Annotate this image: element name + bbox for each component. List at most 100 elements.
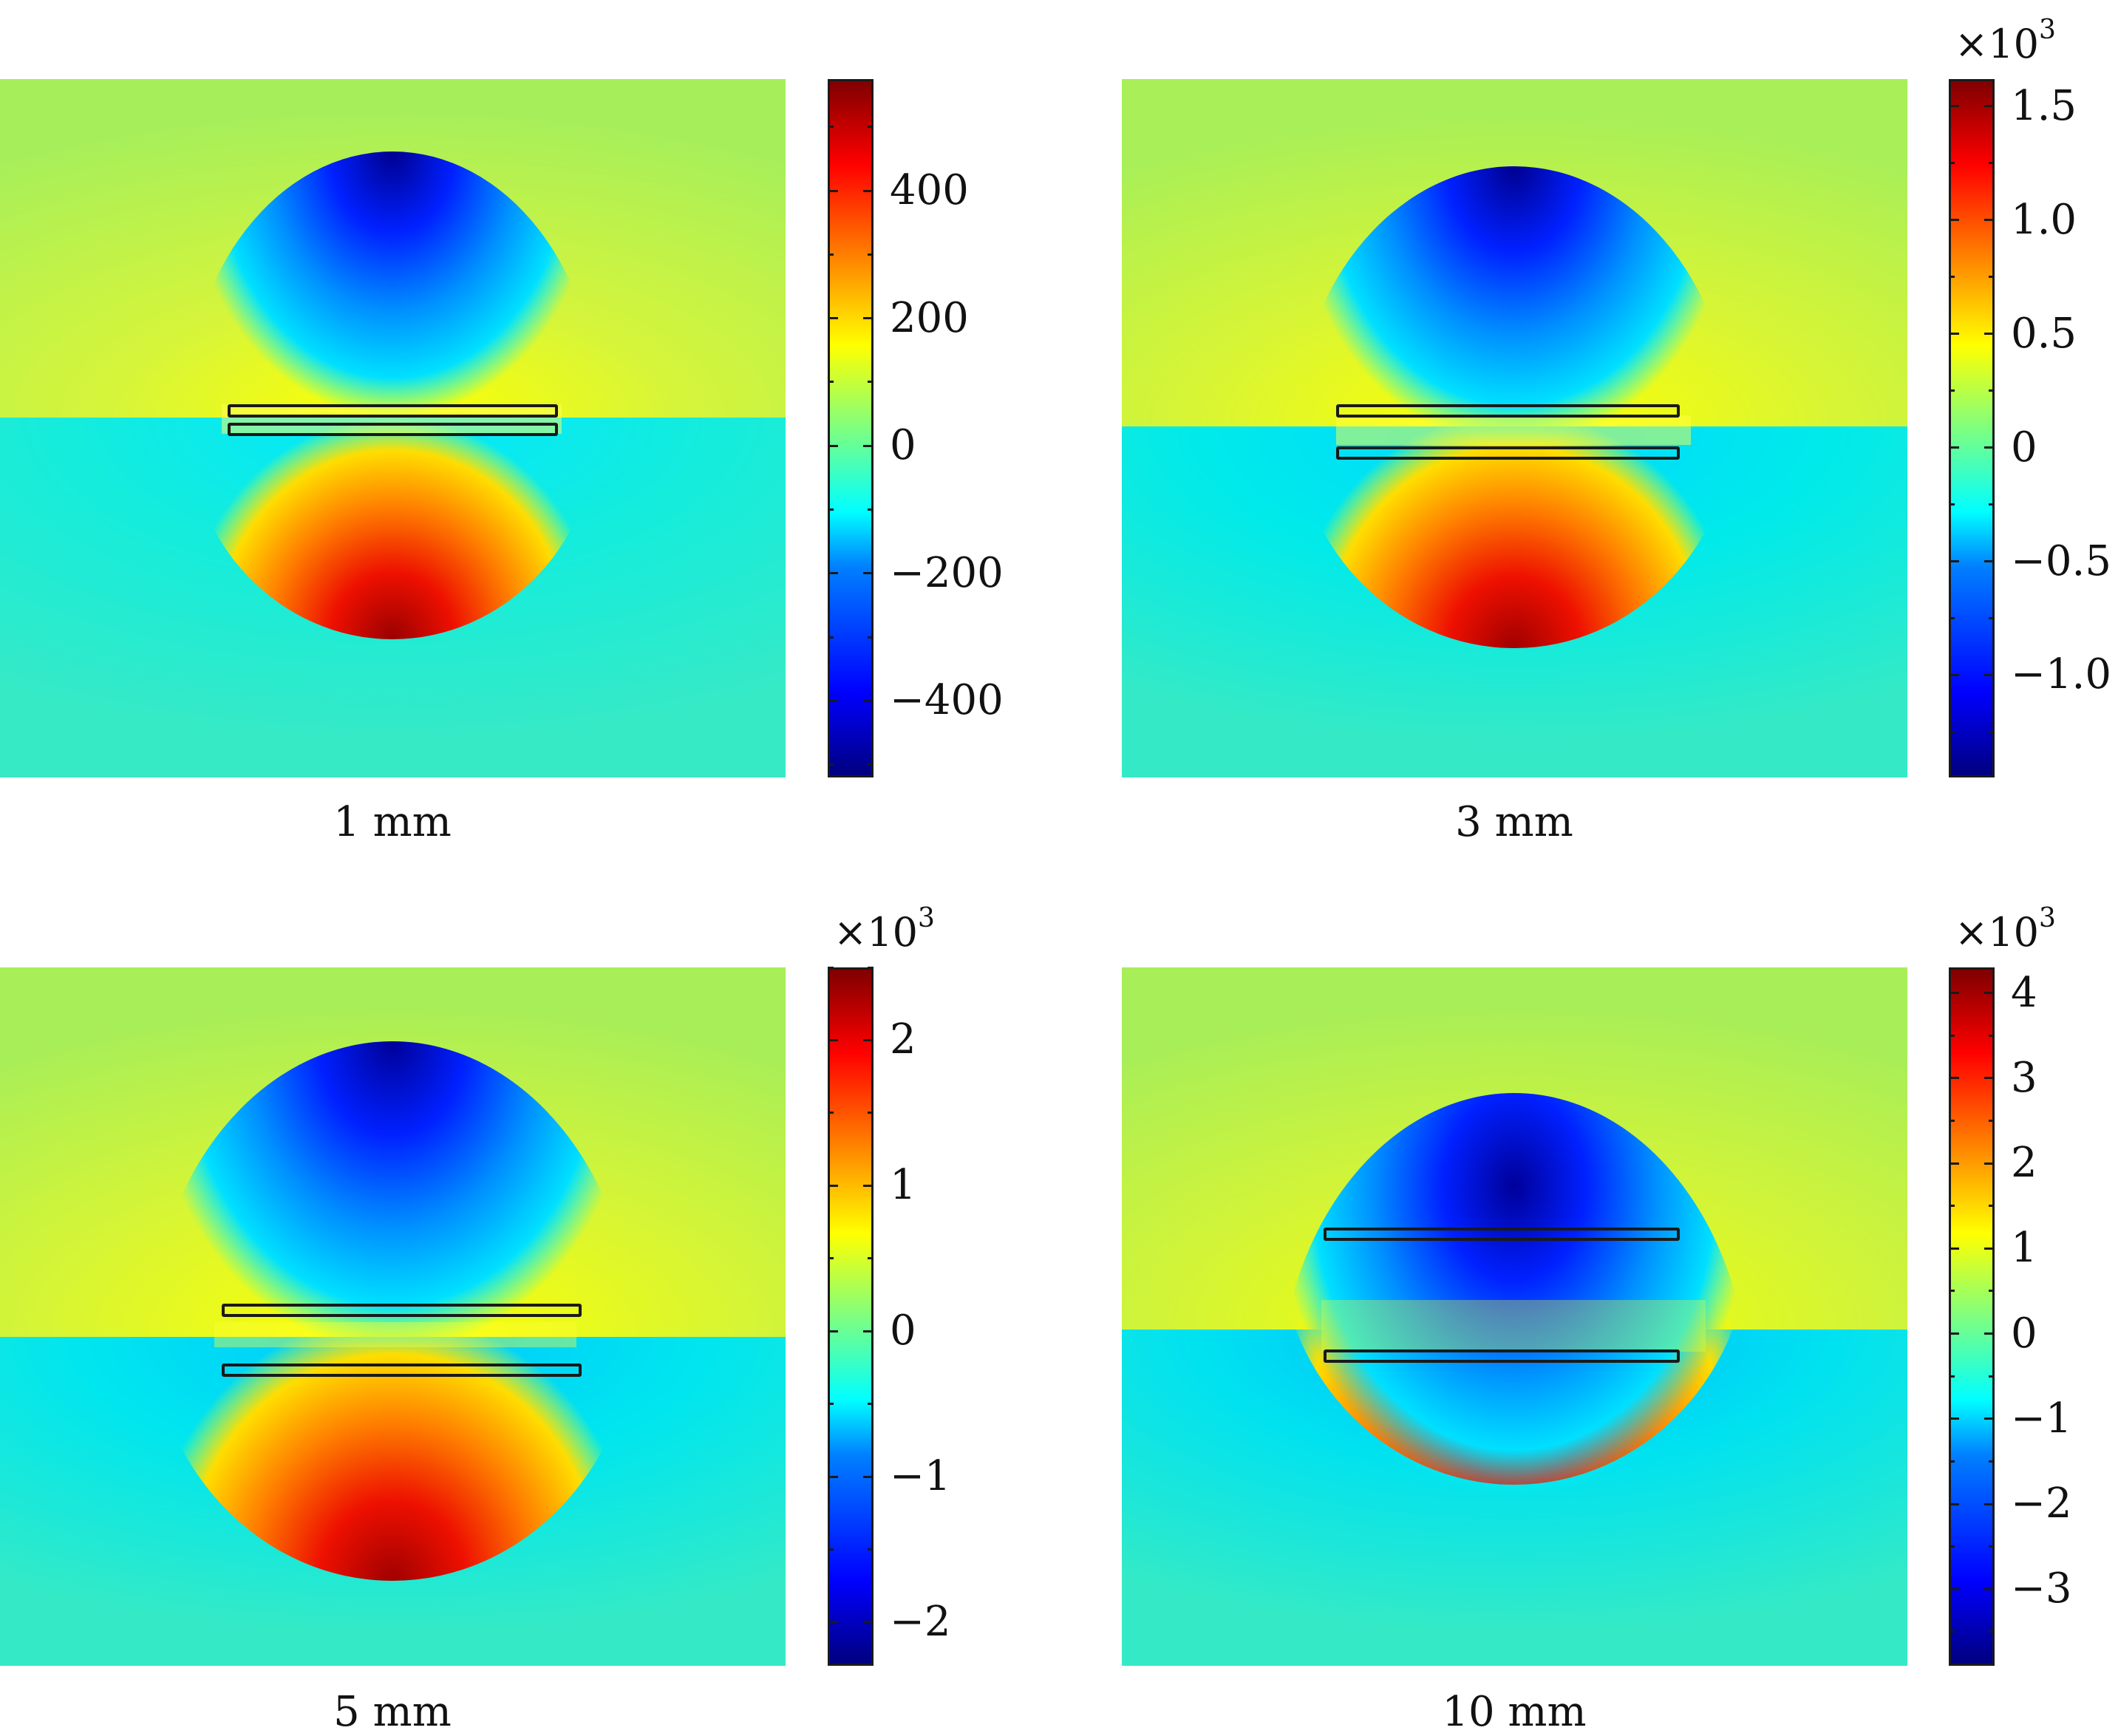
colorbar-minor-tick [828,253,834,256]
colorbar-tick-label: 0 [890,1307,916,1355]
colorbar-tick-label: 0 [2011,1309,2037,1358]
colorbar-major-tick-right [863,1621,874,1624]
colorbar-major-tick-right [863,572,874,575]
colorbar-minor-tick [1949,162,1955,165]
colorbar-major-tick-left [1949,105,1959,108]
colorbar-major-tick-right [863,444,874,447]
colorbar-minor-tick [828,1548,834,1551]
colorbar-minor-tick [828,1257,834,1260]
field-plot-5mm [0,967,786,1666]
colorbar-minor-tick [1949,1375,1955,1378]
colorbar-minor-tick [868,636,874,639]
field-heatmap-5mm [0,967,786,1666]
colorbar-minor-tick [1989,503,1995,506]
colorbar [1949,79,1995,777]
colorbar-multiplier: ×103 [1955,903,2056,956]
colorbar-major-tick-left [1949,1332,1959,1335]
colorbar-tick-label: 0 [2011,423,2037,472]
colorbar-minor-tick [1989,1630,1995,1633]
colorbar-tick-label: −200 [890,548,1004,597]
panel-caption: 3 mm [1455,798,1573,846]
field-plot-3mm [1122,79,1907,777]
colorbar-minor-tick [1949,730,1955,733]
colorbar [1949,967,1995,1666]
colorbar-tick-label: −0.5 [2011,537,2111,585]
colorbar-major-tick-right [863,1330,874,1332]
colorbar-major-tick-left [1949,560,1959,563]
multiplier-exponent: 3 [917,903,935,933]
colorbar-minor-tick [1949,617,1955,620]
colorbar-multiplier: ×103 [834,903,935,956]
colorbar-minor-tick [1949,276,1955,279]
colorbar-major-tick-right [863,317,874,320]
colorbar-major-tick-right [1984,219,1995,222]
electrode-plate-top [228,404,558,418]
colorbar-major-tick-right [1984,673,1995,676]
colorbar-major-tick-right [1984,1077,1995,1080]
colorbar-major-tick-left [1949,1587,1959,1590]
multiplier-exponent: 3 [2038,903,2056,933]
colorbar-tick-label: 3 [2011,1053,2037,1102]
colorbar-minor-tick [828,1403,834,1406]
colorbar-minor-tick [1989,1119,1995,1122]
colorbar-major-tick-right [1984,560,1995,563]
colorbar-minor-tick [868,126,874,129]
colorbar-major-tick-right [1984,105,1995,108]
colorbar-minor-tick [1989,1034,1995,1037]
colorbar-tick-label: −3 [2011,1565,2072,1613]
electrode-plate-top [1336,404,1680,418]
colorbar-minor-tick [1949,503,1955,506]
multiplier-base: ×10 [1955,909,2039,956]
colorbar-major-tick-right [1984,1417,1995,1420]
colorbar-major-tick-left [828,1038,838,1041]
colorbar-minor-tick [1989,389,1995,392]
colorbar-minor-tick [868,253,874,256]
colorbar-minor-tick [1949,1630,1955,1633]
colorbar-major-tick-right [863,1184,874,1187]
colorbar-minor-tick [1989,1205,1995,1208]
colorbar-major-tick-left [1949,1162,1959,1165]
colorbar-tick-label: 0 [890,421,916,470]
colorbar-major-tick-right [1984,992,1995,995]
colorbar-tick-label: 1.5 [2011,81,2077,130]
colorbar-minor-tick [1949,1545,1955,1548]
colorbar-minor-tick [868,1403,874,1406]
colorbar-minor-tick [1989,1290,1995,1293]
colorbar-major-tick-right [1984,446,1995,449]
colorbar-major-tick-right [863,1475,874,1478]
colorbar-minor-tick [868,508,874,511]
colorbar-major-tick-right [1984,1332,1995,1335]
multiplier-base: ×10 [834,909,918,956]
electrode-plate-bottom [1324,1349,1680,1363]
colorbar-minor-tick [1949,1205,1955,1208]
colorbar-multiplier: ×103 [1955,15,2056,67]
colorbar-tick-label: −1 [2011,1394,2072,1443]
colorbar-minor-tick [868,381,874,384]
colorbar-major-tick-left [828,1475,838,1478]
colorbar-major-tick-left [1949,1502,1959,1505]
colorbar-minor-tick [868,763,874,766]
colorbar-tick-label: 1 [890,1161,916,1210]
colorbar-major-tick-left [828,189,838,192]
colorbar-major-tick-left [828,699,838,702]
colorbar-major-tick-left [1949,333,1959,336]
colorbar-tick-label: −400 [890,676,1004,725]
colorbar-minor-tick [1989,730,1995,733]
colorbar-major-tick-left [828,1184,838,1187]
colorbar-minor-tick [828,381,834,384]
colorbar-minor-tick [1949,1034,1955,1037]
colorbar-minor-tick [1989,162,1995,165]
colorbar-minor-tick [1989,1375,1995,1378]
colorbar-major-tick-left [1949,219,1959,222]
colorbar-tick-label: −2 [2011,1480,2072,1528]
colorbar-minor-tick [1949,1119,1955,1122]
colorbar-minor-tick [828,508,834,511]
colorbar-major-tick-left [828,444,838,447]
field-heatmap-10mm [1122,967,1907,1666]
colorbar-minor-tick [1949,389,1955,392]
colorbar-minor-tick [868,1112,874,1114]
colorbar-major-tick-right [863,699,874,702]
colorbar-major-tick-left [828,1330,838,1332]
electrode-plate-bottom [1336,446,1680,460]
colorbar-minor-tick [1989,1460,1995,1463]
